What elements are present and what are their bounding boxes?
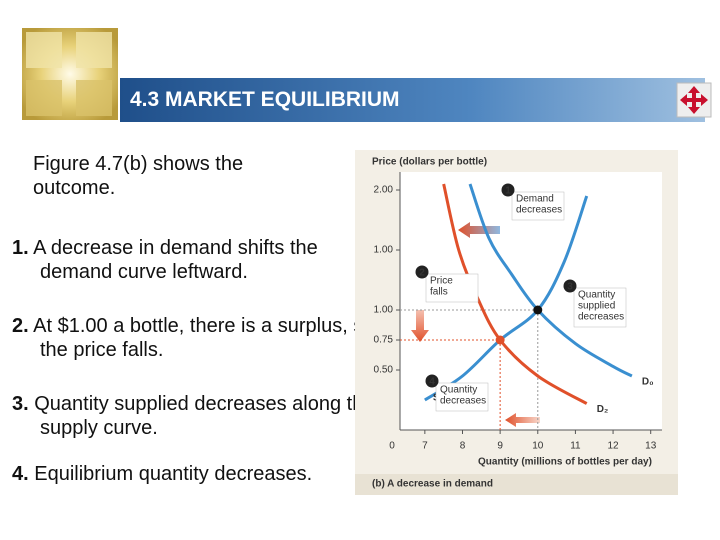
slide-title: 4.3 MARKET EQUILIBRIUM [130, 88, 400, 111]
curve [424, 195, 589, 402]
x-tick-label: 13 [645, 441, 657, 452]
annotation-box [573, 287, 627, 328]
list-item: 4. Equilibrium quantity decreases. [12, 462, 380, 486]
origin-label: 0 [389, 441, 395, 452]
series-label: D₀ [642, 377, 654, 388]
annotation-badge [563, 279, 577, 293]
annotation-text: Demand [516, 194, 554, 205]
annotation-text: Quantity [440, 385, 477, 396]
annotation-number: 1 [505, 186, 511, 197]
x-tick-label: 10 [532, 441, 544, 452]
quantity-arrow [505, 413, 540, 427]
caption-band [355, 474, 678, 495]
nav-icon[interactable] [676, 82, 712, 118]
annotation-box [511, 191, 565, 221]
x-tick-label: 11 [570, 441, 581, 452]
item-number: 3. [12, 393, 29, 415]
annotation-number: 4 [429, 377, 435, 388]
annotation-box [435, 382, 489, 412]
annotation-box [425, 273, 479, 303]
series-label: D₂ [597, 404, 609, 415]
annotation-text: decreases [440, 396, 486, 407]
equilibrium-point [495, 335, 505, 345]
x-tick-label: 7 [422, 441, 428, 452]
item-text: At $1.00 a bottle, there is a surplus, s… [33, 315, 375, 361]
annotation-badge [415, 265, 429, 279]
annotation-text: decreases [516, 205, 562, 216]
annotation-badge [425, 374, 439, 388]
list-item: 3. Quantity supplied decreases along the… [12, 392, 380, 440]
item-text: Equilibrium quantity decreases. [34, 463, 313, 485]
y-tick-label: 0.75 [374, 335, 394, 346]
curve [442, 183, 588, 405]
shift-arrow [458, 222, 500, 238]
list-item: 1. A decrease in demand shifts the deman… [12, 236, 380, 284]
item-text: A decrease in demand shifts the demand c… [33, 237, 318, 283]
annotation-badge [501, 183, 515, 197]
x-axis-label: Quantity (millions of bottles per day) [478, 457, 652, 468]
list-item: 2. At $1.00 a bottle, there is a surplus… [12, 314, 380, 362]
title-bar [120, 78, 705, 122]
logo [22, 28, 118, 120]
annotation-text: Price [430, 276, 453, 287]
price-arrow [411, 310, 429, 342]
annotation-text: falls [430, 287, 448, 298]
x-tick-label: 8 [460, 441, 466, 452]
y-tick-label: 1.00 [374, 245, 394, 256]
y-tick-label: 1.00 [374, 305, 394, 316]
annotation-number: 2 [419, 268, 425, 279]
y-tick-label: 0.50 [374, 365, 394, 376]
item-number: 2. [12, 315, 29, 337]
y-tick-label: 2.00 [374, 185, 394, 196]
equilibrium-point [533, 305, 543, 315]
item-number: 1. [12, 237, 29, 259]
annotation-text: supplied [578, 301, 615, 312]
item-number: 4. [12, 463, 29, 485]
annotation-text: Quantity [578, 290, 615, 301]
caption: (b) A decrease in demand [372, 479, 493, 490]
item-text: Quantity supplied decreases along the su… [34, 393, 375, 439]
annotation-number: 3 [567, 282, 573, 293]
x-tick-label: 9 [497, 441, 503, 452]
annotation-text: decreases [578, 312, 624, 323]
x-tick-label: 12 [608, 441, 620, 452]
intro-text: Figure 4.7(b) shows the outcome. [33, 153, 244, 199]
y-axis-label: Price (dollars per bottle) [372, 157, 487, 168]
